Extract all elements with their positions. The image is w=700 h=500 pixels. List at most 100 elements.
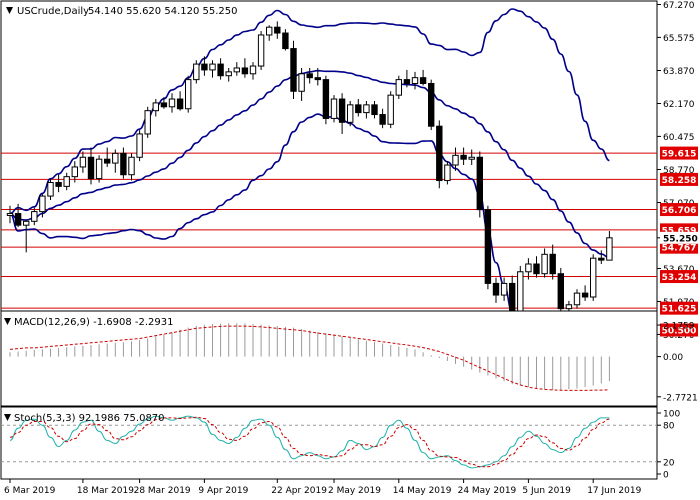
stoch-title: Stoch(5,3,3) 92.1986 75.0870 [4,413,165,424]
candle-body [322,79,330,119]
candle-body [598,257,605,261]
level-badge [660,172,698,186]
candle-body [379,114,386,125]
candle-body [606,237,613,261]
date-tick-label: 2 May 2019 [328,486,381,496]
candle-body [14,213,22,226]
candle-body [363,104,370,114]
level-label: 53.254 [662,273,697,283]
candle-body [168,98,176,108]
candle-body [257,34,265,67]
price-title: USCrude,Daily 54.140 55.620 54.120 55.25… [6,6,238,17]
macd-signal [9,325,610,391]
price-tick-label: 63.870 [663,67,695,77]
ohlc-values: 54.140 55.620 54.120 55.250 [88,6,238,17]
price-axis: 67.27065.57563.87062.17060.47558.77057.0… [657,1,695,341]
stoch-tick-label: 0 [663,471,669,481]
candle-body [241,67,249,75]
candle-body [201,63,208,71]
current-price-badge [660,231,698,244]
candle-body [573,292,581,306]
candle-body [152,102,160,112]
candle-body [565,304,573,310]
candle-body [6,213,14,216]
candle-body [282,32,289,50]
candle-body [452,154,459,166]
candle-body [47,181,54,197]
candle-body [160,102,168,108]
date-tick-label: 14 May 2019 [393,486,452,496]
candle-body [39,195,46,213]
chevron-down-icon [6,7,13,14]
macd-panel: 2.1759 0.00 -2.7721 MACD(12,26,9) -1.6908 … [0,310,698,407]
candle-body [112,152,119,164]
candle-body [225,71,232,77]
candlesticks [6,21,613,325]
candle-body [298,73,305,92]
stoch-panel-frame [0,406,658,480]
candle-body [95,158,103,180]
candle-body [581,292,589,298]
level-badge [660,323,698,337]
macd-label: MACD(12,26,9) -1.6908 -2.2931 [14,317,174,328]
candle-body [517,271,524,315]
candle-body [468,156,475,160]
candle-body [549,253,556,275]
candle-body [525,263,532,273]
stoch-tick-label: 20 [663,458,675,468]
stoch-signal-line [9,416,610,468]
candle-body [23,220,30,226]
candle-body [63,176,70,187]
candle-body [31,211,38,222]
candle-body [233,67,241,73]
candle-body [209,63,216,71]
current-price-label: 55.250 [663,234,698,244]
candle-body [395,79,403,96]
macd-tick-label: -2.7721 [663,393,698,403]
candle-body [249,65,257,75]
candle-body [193,63,200,81]
macd-title: MACD(12,26,9) -1.6908 -2.2931 [4,317,174,328]
candle-body [509,282,516,315]
chevron-down-icon [4,318,11,325]
candle-body [436,125,443,182]
candle-body [355,104,362,114]
level-lines [1,152,657,331]
level-label: 50.500 [662,327,697,337]
candle-body [403,79,411,84]
candle-body [541,253,548,275]
candle-body [55,181,62,187]
candle-body [176,98,184,110]
candle-body [128,156,135,176]
date-tick-label: 18 Mar 2019 [77,486,134,496]
candle-body [120,152,127,176]
date-tick-label: 28 Mar 2019 [134,486,191,496]
level-label: 54.767 [662,244,697,254]
price-tick-label: 65.575 [663,34,695,44]
stoch-label: Stoch(5,3,3) 92.1986 75.0870 [14,413,165,424]
price-tick-label: 58.770 [663,166,695,176]
bollinger-upper-line [9,8,610,215]
stoch-axis: 100 80 20 0 [657,410,680,481]
candle-body [185,79,192,110]
candle-body [500,282,508,296]
candle-body [338,98,346,123]
date-tick-label: 9 Apr 2019 [198,486,248,496]
candle-body [411,77,419,84]
candle-body [590,257,597,298]
price-tick-label: 60.475 [663,133,695,143]
candle-body [87,156,95,180]
date-tick-label: 6 Mar 2019 [4,486,56,496]
stoch-lines [1,415,657,469]
candle-body [492,282,500,296]
candle-body [104,158,111,164]
level-badge [660,203,698,217]
candle-body [136,133,143,158]
date-tick-label: 24 May 2019 [458,486,517,496]
candle-body [460,154,467,160]
candle-body [330,98,338,119]
stoch-panel: 100 80 20 0 Stoch(5,3,3) 92.1986 75.0870 [0,406,680,481]
candle-body [419,77,427,84]
macd-histogram [9,323,610,390]
level-labels: 59.615 58.258 56.706 55.659 54.767 53.254 51.6… [660,146,698,337]
